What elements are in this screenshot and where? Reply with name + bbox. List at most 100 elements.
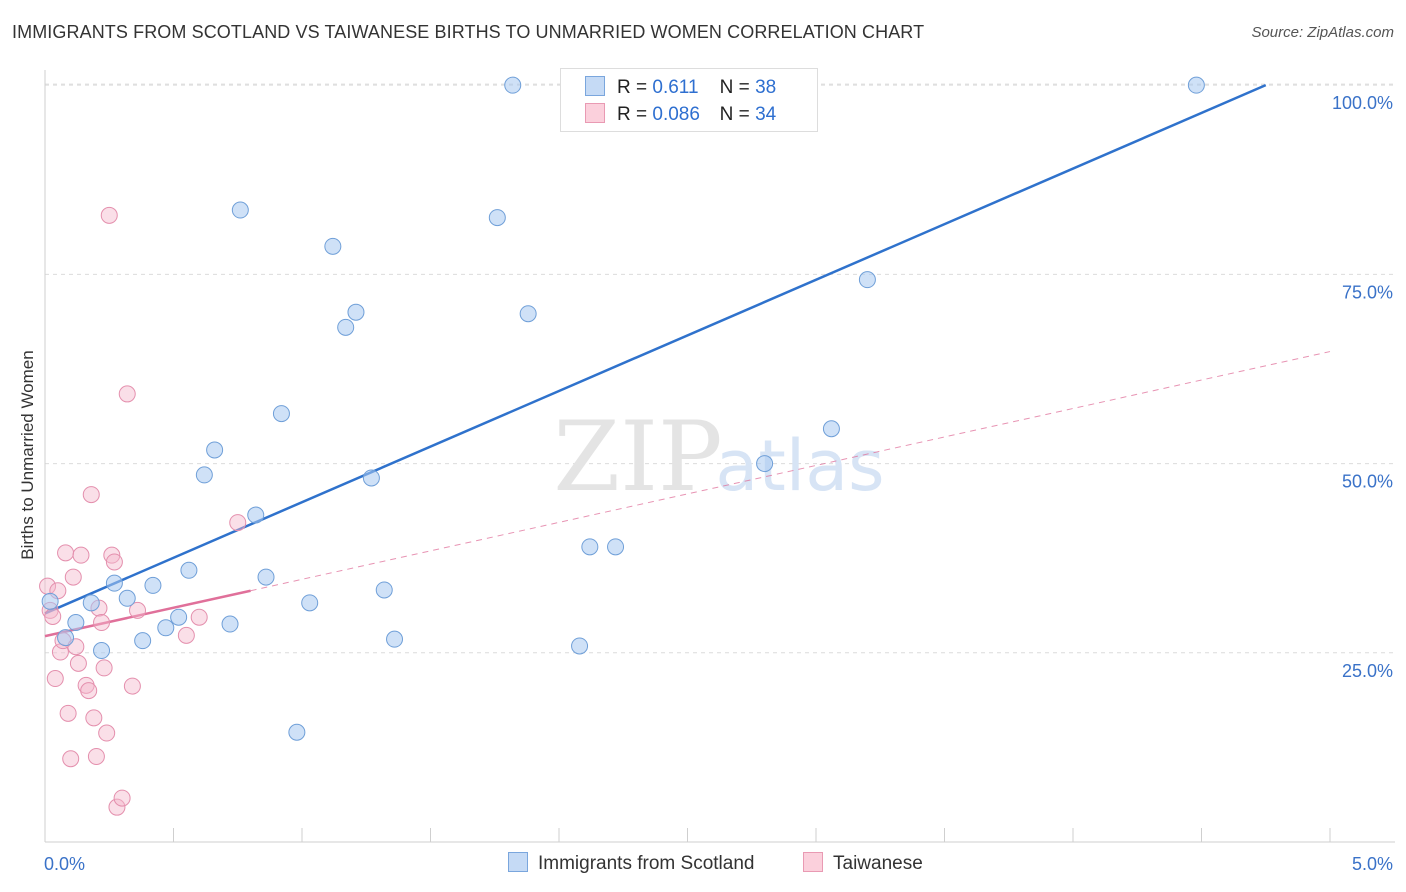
x-tick-label-max: 5.0% [1352, 854, 1393, 874]
data-point-scotland [118, 589, 136, 607]
data-point-taiwanese [95, 659, 113, 677]
trend-line-taiwanese-extended [250, 351, 1331, 592]
data-point-scotland [67, 614, 85, 632]
data-point-taiwanese [85, 709, 103, 727]
legend-r-value-taiwanese: 0.086 [652, 104, 700, 125]
legend-n-value-taiwanese: 34 [755, 104, 777, 125]
data-point-scotland [170, 608, 188, 626]
bottom-legend-swatch-taiwanese [803, 852, 823, 872]
data-point-scotland [231, 201, 249, 219]
data-point-taiwanese [118, 385, 136, 403]
data-point-taiwanese [62, 750, 80, 768]
bottom-legend-label-scotland: Immigrants from Scotland [538, 853, 755, 874]
data-point-scotland [206, 441, 224, 459]
legend-r-label: R = [617, 104, 648, 125]
legend-r-label: R = [617, 77, 648, 98]
legend-row-scotland: R = 0.611 N = 38 [585, 76, 776, 99]
y-tick-label: 50.0% [1342, 472, 1393, 492]
data-point-scotland [337, 318, 355, 336]
data-point-taiwanese [57, 544, 75, 562]
legend-swatch-scotland [585, 76, 605, 96]
source-label: Source: ZipAtlas.com [1251, 24, 1394, 41]
x-tick-labels: 0.0% 5.0% [44, 854, 1393, 874]
data-point-scotland [134, 632, 152, 650]
legend-r-value-scotland: 0.611 [652, 77, 699, 98]
data-point-scotland [504, 76, 522, 94]
y-tick-label: 100.0% [1332, 93, 1393, 113]
data-point-scotland [105, 574, 123, 592]
data-point-taiwanese [93, 614, 111, 632]
data-point-taiwanese [44, 607, 62, 625]
chart-title: IMMIGRANTS FROM SCOTLAND VS TAIWANESE BI… [12, 22, 925, 42]
data-point-scotland [93, 642, 111, 660]
data-point-scotland [180, 561, 198, 579]
data-point-scotland [607, 538, 625, 556]
data-point-scotland [571, 637, 589, 655]
data-point-taiwanese [229, 514, 247, 532]
data-point-taiwanese [108, 798, 126, 816]
watermark-zip: ZIP [553, 401, 722, 513]
data-point-scotland [324, 237, 342, 255]
legend-n-label: N = [719, 77, 750, 98]
data-point-scotland [288, 723, 306, 741]
correlation-legend: R = 0.611 N = 38 R = 0.086 N = 34 [560, 68, 818, 132]
data-point-taiwanese [113, 789, 131, 807]
data-point-scotland [858, 271, 876, 289]
data-point-scotland [822, 420, 840, 438]
data-point-scotland [386, 630, 404, 648]
watermark-atlas: atlas [715, 425, 884, 507]
data-point-taiwanese [98, 724, 116, 742]
data-point-scotland [347, 303, 365, 321]
data-point-scotland [362, 469, 380, 487]
data-point-scotland [581, 538, 599, 556]
points-taiwanese [39, 206, 247, 816]
data-point-scotland [247, 506, 265, 524]
trend-line-scotland [44, 83, 1267, 615]
data-point-scotland [195, 466, 213, 484]
data-point-scotland [488, 209, 506, 227]
data-point-taiwanese [123, 677, 141, 695]
data-point-taiwanese [72, 546, 90, 564]
legend-n-label: N = [719, 104, 750, 125]
x-tick-label-min: 0.0% [44, 854, 85, 874]
data-point-scotland [519, 305, 537, 323]
data-point-taiwanese [105, 553, 123, 571]
data-point-scotland [41, 592, 59, 610]
data-point-scotland [301, 594, 319, 612]
watermark: ZIP atlas [553, 401, 884, 513]
bottom-legend-scotland: Immigrants from Scotland [508, 852, 754, 875]
y-tick-labels: 25.0% 50.0% 75.0% 100.0% [1332, 93, 1393, 681]
grid-lines [45, 83, 1395, 654]
data-point-taiwanese [190, 608, 208, 626]
data-point-taiwanese [100, 206, 118, 224]
legend-swatch-taiwanese [585, 103, 605, 123]
y-tick-label: 75.0% [1342, 282, 1393, 302]
data-point-taiwanese [46, 670, 64, 688]
bottom-legend-swatch-scotland [508, 852, 528, 872]
data-point-scotland [157, 619, 175, 637]
data-point-scotland [756, 455, 774, 473]
data-point-taiwanese [177, 626, 195, 644]
data-point-taiwanese [129, 601, 147, 619]
data-point-taiwanese [80, 682, 98, 700]
data-point-scotland [272, 405, 290, 423]
data-point-taiwanese [64, 568, 82, 586]
data-point-taiwanese [87, 747, 105, 765]
data-point-scotland [221, 615, 239, 633]
data-point-taiwanese [103, 546, 121, 564]
data-point-taiwanese [59, 704, 77, 722]
data-point-taiwanese [69, 654, 87, 672]
legend-n-value-scotland: 38 [755, 77, 777, 98]
data-point-scotland [144, 576, 162, 594]
data-point-scotland [375, 581, 393, 599]
points-scotland [41, 76, 1205, 741]
data-point-taiwanese [82, 486, 100, 504]
data-point-scotland [257, 568, 275, 586]
data-point-scotland [1187, 76, 1205, 94]
axes [44, 70, 1395, 843]
data-point-scotland [57, 629, 75, 647]
legend-row-taiwanese: R = 0.086 N = 34 [585, 103, 776, 126]
bottom-legend-label-taiwanese: Taiwanese [833, 853, 923, 874]
data-point-scotland [82, 594, 100, 612]
